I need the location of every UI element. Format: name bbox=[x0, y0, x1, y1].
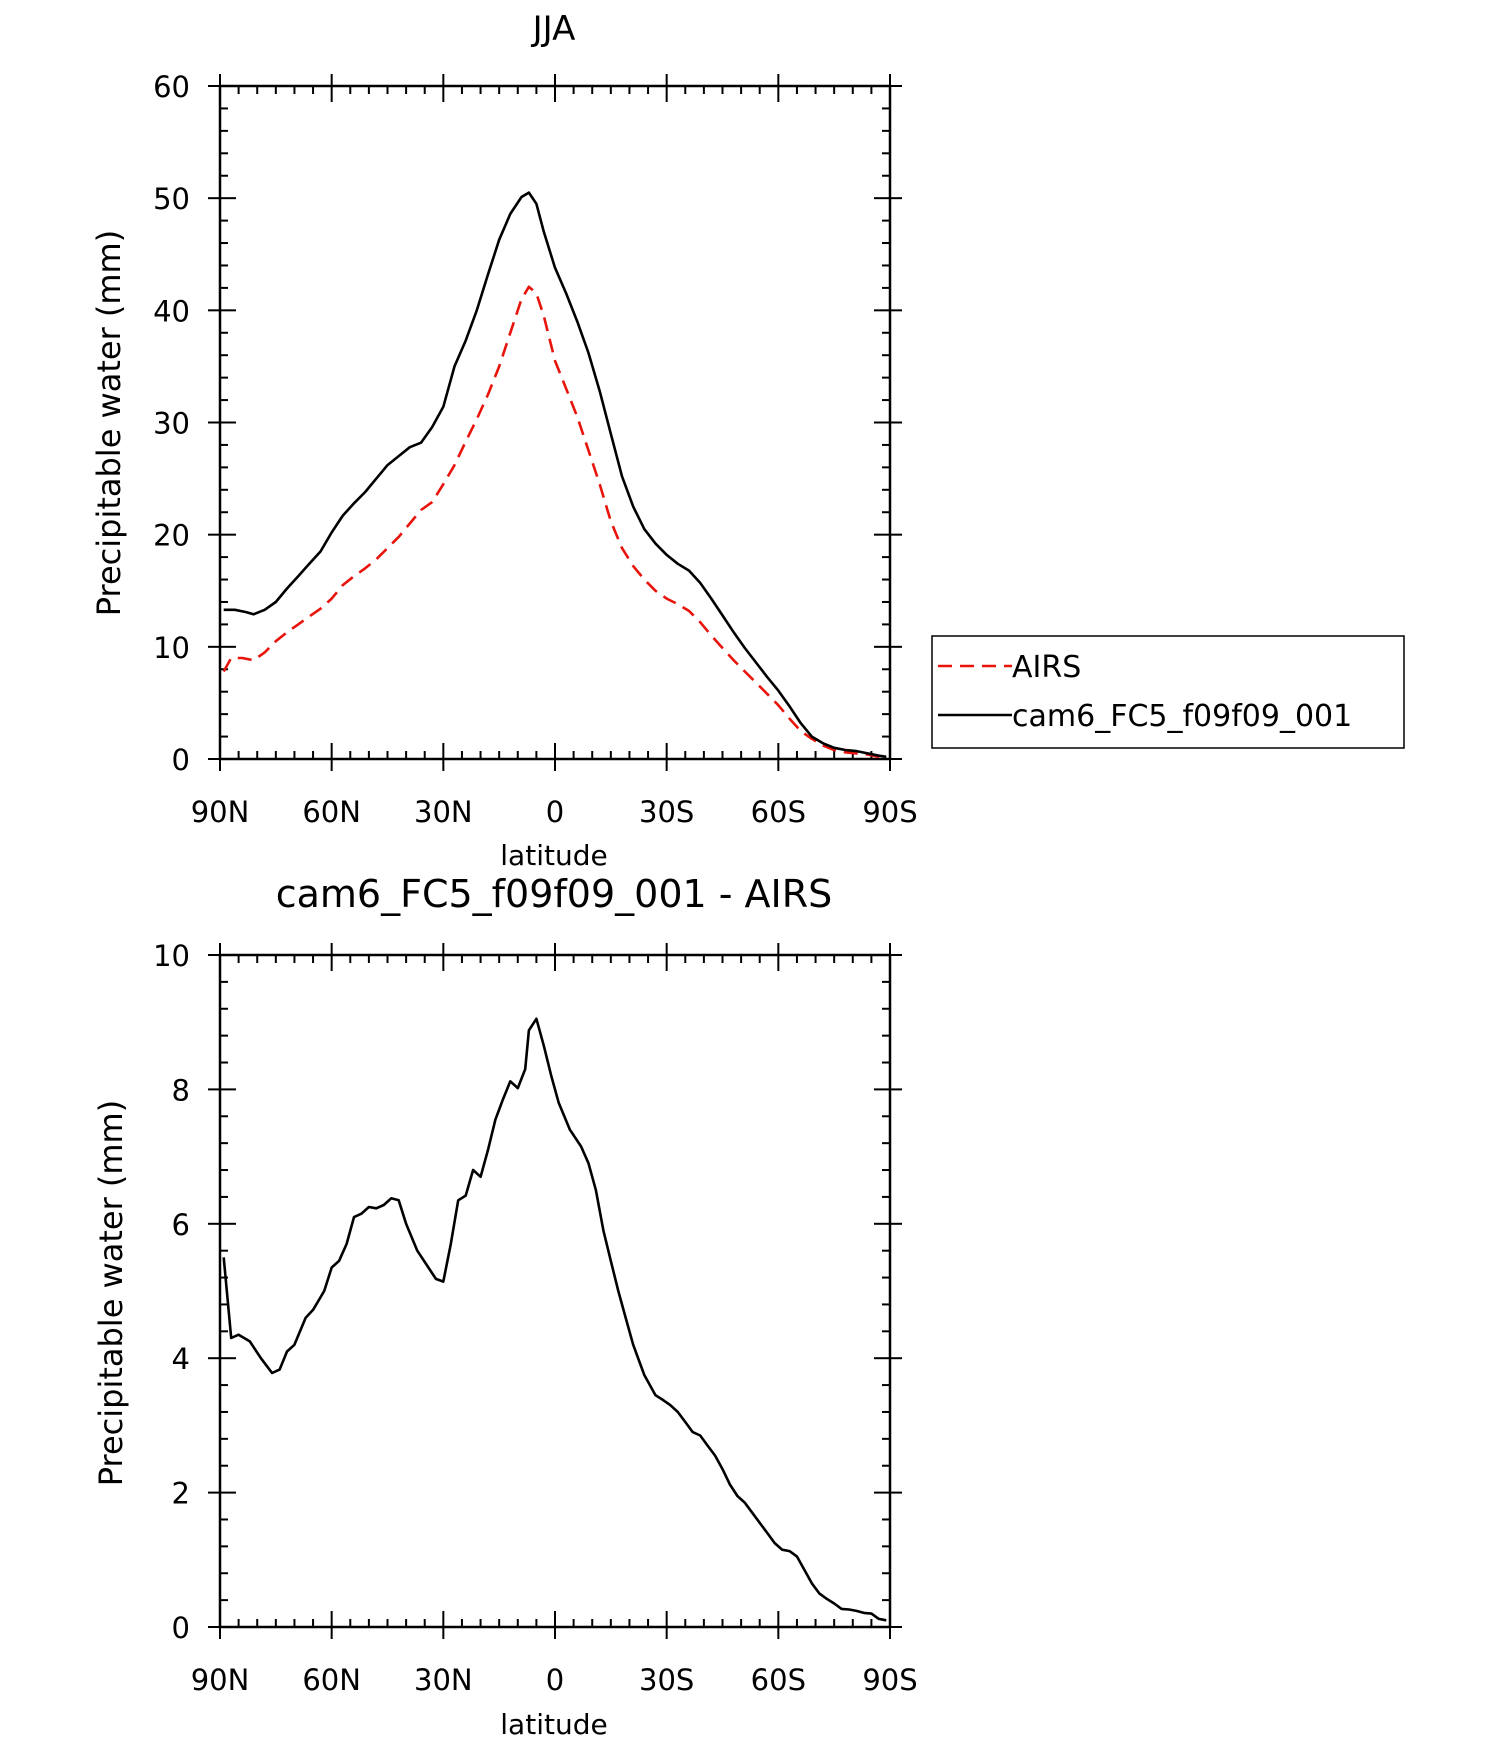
y-tick-label: 6 bbox=[172, 1208, 190, 1242]
y-tick-label: 30 bbox=[153, 407, 190, 441]
y-tick-label: 0 bbox=[172, 743, 190, 777]
series-line-difference bbox=[222, 1017, 887, 1622]
x-tick-label: 0 bbox=[546, 1663, 564, 1697]
y-tick-label: 2 bbox=[172, 1477, 190, 1511]
x-tick-label: 60S bbox=[751, 1663, 806, 1697]
legend: AIRS cam6_FC5_f09f09_001 bbox=[931, 635, 1405, 749]
x-tick-label: 60N bbox=[302, 1663, 361, 1697]
x-tick-label: 90N bbox=[191, 1663, 250, 1697]
legend-box bbox=[931, 635, 1405, 749]
series-line-cam6-fc5-f09f09-001 bbox=[223, 191, 887, 759]
x-tick-label: 30S bbox=[639, 1663, 694, 1697]
x-tick-label: 90N bbox=[191, 795, 250, 829]
y-tick-label: 50 bbox=[153, 182, 190, 216]
x-tick-label: 60S bbox=[751, 795, 806, 829]
x-tick-label: 60N bbox=[302, 795, 361, 829]
chart-jja: JJA 90N 60N 30N 0 30S 60S 90S 0 10 20 30 40 50 60 lat… bbox=[90, 9, 918, 872]
legend-label: cam6_FC5_f09f09_001 bbox=[1012, 699, 1352, 734]
x-tick-label: 0 bbox=[546, 795, 564, 829]
x-axis-label: latitude bbox=[500, 1708, 607, 1741]
plot-frame bbox=[218, 953, 892, 1629]
chart-title: JJA bbox=[531, 9, 576, 49]
legend-label: AIRS bbox=[1012, 650, 1081, 685]
plot-frame bbox=[218, 84, 892, 761]
x-tick-label: 30N bbox=[414, 795, 473, 829]
y-tick-label: 0 bbox=[172, 1611, 190, 1645]
x-tick-label: 90S bbox=[862, 1663, 917, 1697]
y-tick-label: 10 bbox=[153, 939, 190, 973]
y-tick-label: 8 bbox=[172, 1073, 190, 1107]
x-tick-label: 30N bbox=[414, 1663, 473, 1697]
x-axis-label: latitude bbox=[500, 839, 607, 872]
chart-title: cam6_FC5_f09f09_001 - AIRS bbox=[276, 872, 833, 916]
y-tick-label: 60 bbox=[153, 70, 190, 104]
y-axis-label: Precipitable water (mm) bbox=[90, 230, 128, 616]
y-tick-label: 20 bbox=[153, 519, 190, 553]
chart-difference: cam6_FC5_f09f09_001 - AIRS 90N 60N 30N 0 30S… bbox=[92, 872, 918, 1741]
series-line-airs bbox=[222, 285, 887, 760]
x-tick-label: 90S bbox=[862, 795, 917, 829]
x-tick-label: 30S bbox=[639, 795, 694, 829]
y-tick-label: 4 bbox=[172, 1342, 190, 1376]
y-axis-label: Precipitable water (mm) bbox=[92, 1100, 130, 1486]
y-tick-label: 40 bbox=[153, 294, 190, 328]
y-tick-label: 10 bbox=[153, 631, 190, 665]
